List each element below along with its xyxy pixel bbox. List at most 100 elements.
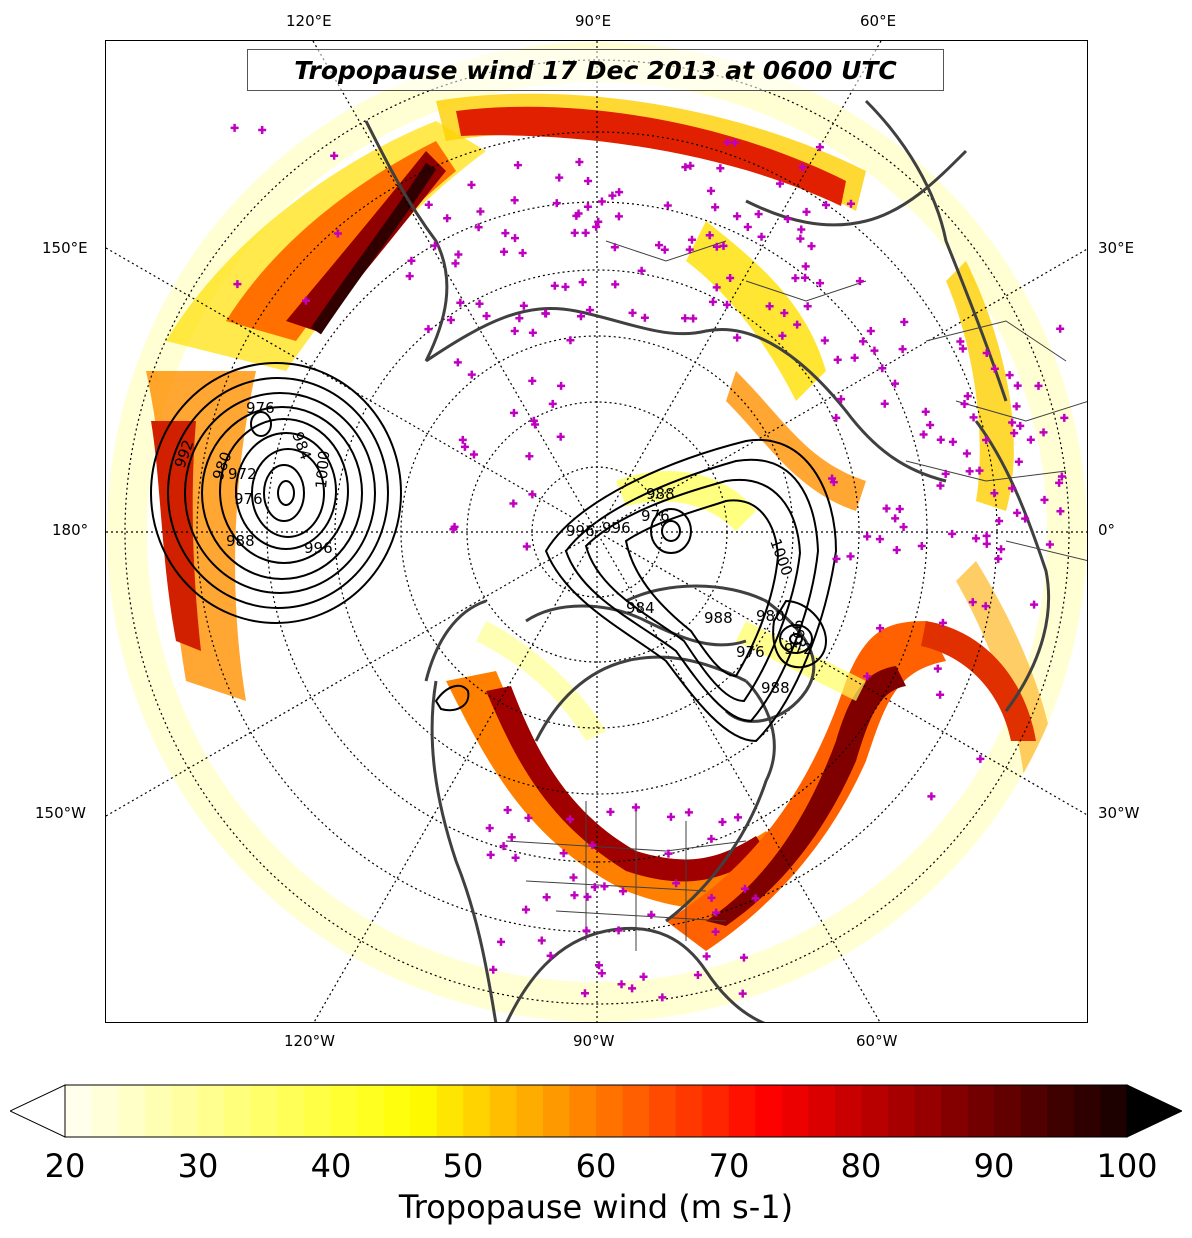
contour-label: 976: [736, 643, 765, 661]
station-marker: [590, 883, 599, 892]
station-marker: [681, 314, 690, 323]
station-marker: [878, 364, 887, 373]
station-marker: [519, 301, 528, 310]
lon-label-right-30e: 30°E: [1098, 239, 1135, 257]
station-marker: [474, 223, 483, 232]
station-marker: [617, 980, 626, 989]
station-marker: [938, 618, 947, 627]
lon-label-right-30w: 30°W: [1098, 804, 1140, 822]
contour-label: 996: [602, 519, 631, 537]
station-marker: [515, 314, 524, 323]
station-marker: [446, 315, 455, 324]
station-marker: [597, 969, 606, 978]
station-marker: [733, 813, 742, 822]
station-marker: [658, 993, 667, 1002]
station-marker: [497, 937, 506, 946]
station-marker: [443, 214, 452, 223]
station-marker: [815, 143, 824, 152]
station-marker: [561, 282, 570, 291]
station-marker: [1010, 429, 1019, 438]
colorbar-graphic: [8, 1084, 1184, 1138]
station-marker: [968, 598, 977, 607]
station-marker: [467, 370, 476, 379]
station-marker: [941, 469, 950, 478]
station-marker: [1012, 402, 1021, 411]
station-marker: [956, 337, 965, 346]
station-marker: [501, 229, 510, 238]
station-marker: [880, 399, 889, 408]
station-marker: [796, 234, 805, 243]
station-marker: [550, 281, 559, 290]
station-marker: [647, 910, 656, 919]
station-marker: [513, 161, 522, 170]
station-marker: [614, 212, 623, 221]
colorbar-bin: [994, 1085, 1022, 1137]
station-marker: [723, 300, 732, 309]
graticule: [106, 41, 1087, 1022]
station-marker: [702, 952, 711, 961]
station-marker: [503, 805, 512, 814]
colorbar-tick: 50: [442, 1147, 484, 1185]
station-marker: [802, 207, 811, 216]
colorbar-bin: [808, 1085, 836, 1137]
station-marker: [927, 792, 936, 801]
colorbar-bin: [383, 1085, 411, 1137]
colorbar-bin: [941, 1085, 969, 1137]
station-marker: [511, 234, 520, 243]
station-marker: [574, 209, 583, 218]
colorbar-tick: 100: [1096, 1147, 1158, 1185]
station-marker: [919, 430, 928, 439]
station-marker: [569, 873, 578, 882]
station-marker: [807, 242, 816, 251]
station-marker: [595, 961, 604, 970]
contour-label: 976: [246, 399, 275, 417]
station-marker: [846, 552, 855, 561]
station-marker: [958, 344, 967, 353]
station-marker: [580, 989, 589, 998]
colorbar-bin: [224, 1085, 252, 1137]
station-marker: [837, 395, 846, 404]
station-marker: [870, 346, 879, 355]
station-marker: [576, 312, 585, 321]
station-marker: [684, 808, 693, 817]
station-marker: [584, 176, 593, 185]
station-marker: [815, 279, 824, 288]
station-marker: [948, 529, 957, 538]
station-marker: [863, 532, 872, 541]
station-marker: [797, 225, 806, 234]
station-marker: [664, 849, 673, 858]
station-marker: [757, 232, 766, 241]
station-marker: [936, 435, 945, 444]
station-marker: [1060, 413, 1069, 422]
station-marker: [969, 413, 978, 422]
station-marker: [631, 803, 640, 812]
colorbar-tick: 70: [708, 1147, 750, 1185]
colorbar-bin: [569, 1085, 597, 1137]
station-marker: [740, 884, 749, 893]
station-marker: [469, 450, 478, 459]
station-marker: [1056, 324, 1065, 333]
station-marker: [453, 358, 462, 367]
station-marker: [424, 200, 433, 209]
station-marker: [686, 161, 695, 170]
station-marker: [583, 892, 592, 901]
colorbar-bin: [1100, 1085, 1128, 1137]
station-marker: [541, 309, 550, 318]
station-marker: [1008, 418, 1017, 427]
colorbar-tick: 40: [310, 1147, 352, 1185]
colorbar-bin: [861, 1085, 889, 1137]
station-marker: [511, 853, 520, 862]
station-marker: [548, 399, 557, 408]
station-marker: [522, 542, 531, 551]
map-panel: 976 984 992 980 972 976 988 996 1000 996…: [105, 40, 1088, 1023]
station-marker: [1008, 484, 1017, 493]
colorbar-extend-high: [1126, 1084, 1184, 1138]
station-marker: [689, 314, 698, 323]
station-marker: [743, 223, 752, 232]
station-marker: [707, 834, 716, 843]
station-marker: [775, 179, 784, 188]
station-marker: [711, 927, 720, 936]
station-marker: [640, 313, 649, 322]
colorbar-bin: [755, 1085, 783, 1137]
station-marker: [707, 893, 716, 902]
